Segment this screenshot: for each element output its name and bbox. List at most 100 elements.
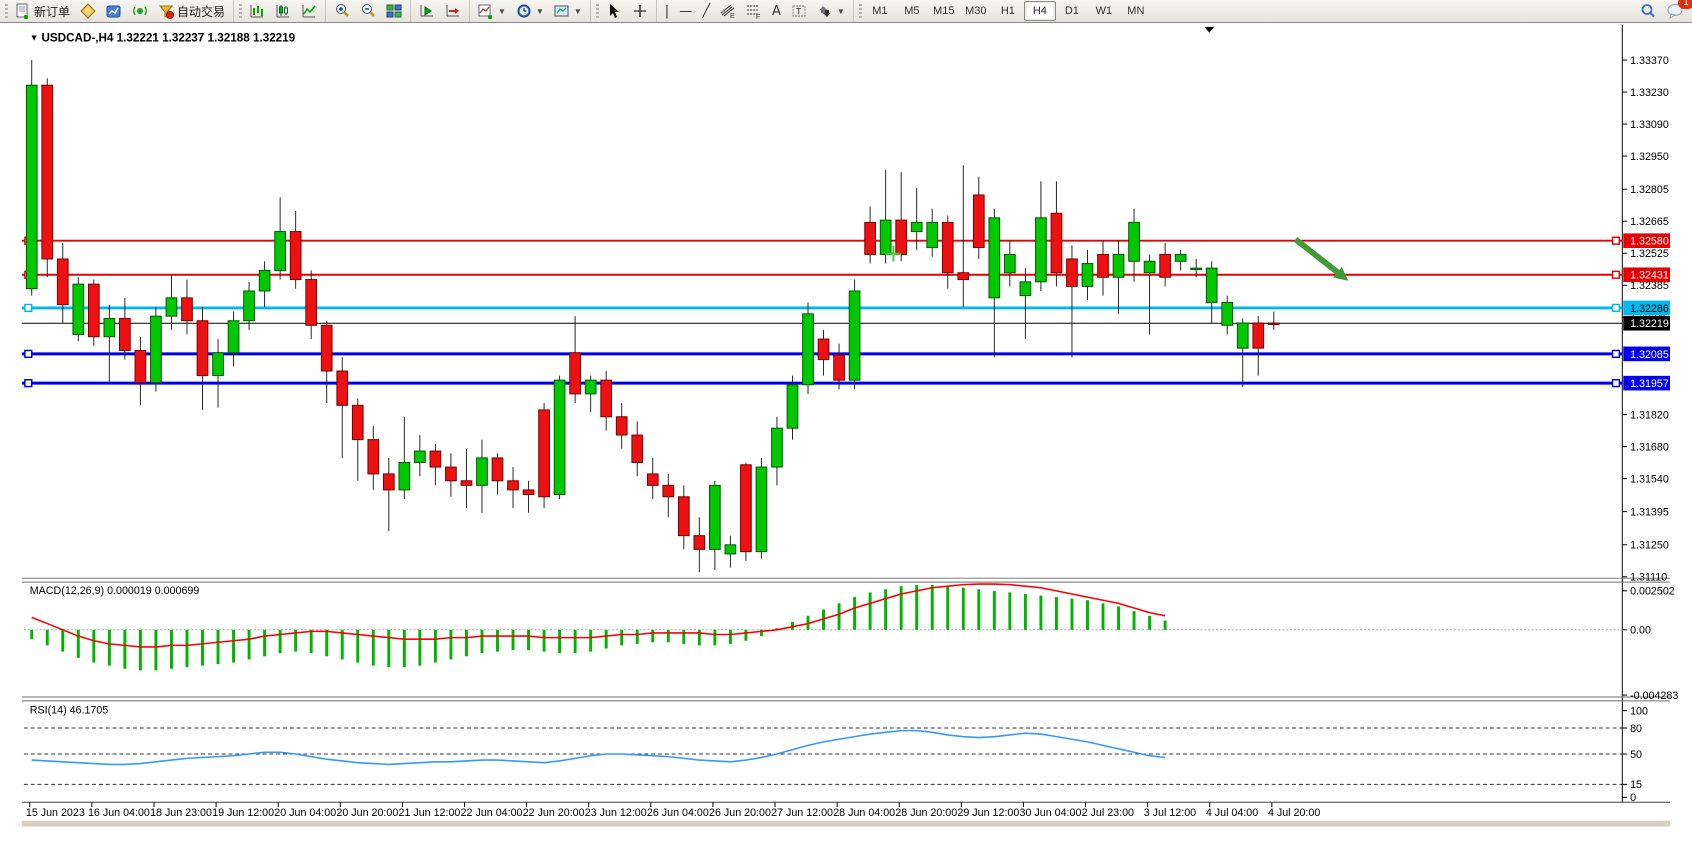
time-label: 2 Jul 23:00: [1082, 807, 1134, 819]
toolbar-group-timeframes: M1 M5 M15 M30 H1 H4 D1 W1 MN: [852, 0, 1155, 22]
text-button[interactable]: A: [767, 0, 786, 22]
autotrading-button[interactable]: 自动交易: [153, 0, 230, 22]
candle: [677, 485, 690, 550]
market-watch-button[interactable]: [101, 0, 127, 22]
timeframe-d1-button[interactable]: D1: [1064, 5, 1079, 17]
candle: [957, 165, 970, 308]
main-toolbar: 新订单 自动交易 ▼ ▼ ▼: [0, 0, 1692, 23]
price-tick-label: 1.32950: [1630, 151, 1669, 163]
fibonacci-button[interactable]: F: [741, 0, 767, 22]
vertical-line-icon: |: [664, 3, 670, 19]
signals-button[interactable]: [127, 0, 153, 22]
timeframe-h1-button[interactable]: H1: [1000, 5, 1015, 17]
time-label: 4 Jul 20:00: [1268, 807, 1320, 819]
candle: [165, 274, 178, 330]
templates-button[interactable]: ▼: [549, 0, 587, 22]
chevron-down-icon: ▼: [836, 6, 845, 16]
time-label: 16 Jun 04:00: [88, 807, 150, 819]
hline-anchor[interactable]: [1611, 349, 1621, 359]
price-badge: [1623, 233, 1671, 248]
horizontal-line-button[interactable]: —: [674, 0, 697, 22]
bottom-strip: [21, 820, 1671, 827]
new-order-icon: [15, 3, 31, 19]
candle: [600, 371, 613, 431]
market-watch-icon: [106, 3, 122, 19]
candlestick-chart-icon: [275, 3, 291, 19]
chart-shift-button[interactable]: [440, 0, 466, 22]
signals-icon: [132, 3, 148, 19]
bar-chart-icon: [249, 3, 265, 19]
hline-anchor[interactable]: [1611, 236, 1621, 245]
periods-button[interactable]: ▼: [511, 0, 549, 22]
cursor-button[interactable]: [601, 0, 627, 22]
hline-anchor[interactable]: [1611, 303, 1621, 313]
hline-anchor[interactable]: [24, 303, 33, 313]
indicators-button[interactable]: ▼: [473, 0, 511, 22]
timeframe-w1-button[interactable]: W1: [1095, 5, 1113, 17]
hline-anchor[interactable]: [1611, 270, 1621, 279]
macd-tick-label: 0.00: [1630, 625, 1651, 637]
toolbar-grip: [858, 4, 862, 18]
equidistant-channel-button[interactable]: E: [715, 0, 741, 22]
candle: [941, 215, 954, 289]
candle: [724, 535, 737, 568]
time-label: 18 Jun 23:00: [150, 807, 212, 819]
vertical-line-button[interactable]: |: [660, 0, 674, 22]
toolbar-group-zoom: [325, 0, 410, 22]
candle: [646, 457, 659, 500]
text-label-button[interactable]: T: [786, 0, 812, 22]
timeframe-m15-button[interactable]: M15: [933, 5, 955, 17]
candlestick-chart-button[interactable]: [270, 0, 296, 22]
line-chart-button[interactable]: [296, 0, 322, 22]
metaeditor-button[interactable]: [75, 0, 101, 22]
price-tick-label: 1.32805: [1630, 184, 1669, 196]
autotrading-label: 自动交易: [177, 4, 226, 19]
time-label: 21 Jun 12:00: [398, 807, 460, 819]
timeframe-mn-button[interactable]: MN: [1127, 5, 1145, 17]
candle: [507, 467, 519, 509]
svg-text:T: T: [796, 7, 802, 17]
chart-canvas[interactable]: 1.33370 1.33230 1.33090 1.32950 1.32805 1.326…: [0, 23, 1692, 847]
search-button[interactable]: [1635, 0, 1661, 22]
price-tick-label: 1.33370: [1630, 55, 1669, 67]
trend-arrow-icon[interactable]: [1293, 237, 1340, 275]
timeframe-m30-button[interactable]: M30: [965, 5, 987, 17]
rsi-tick-label: 15: [1630, 779, 1642, 791]
notification-count-badge: 1: [1678, 0, 1692, 9]
hline-anchor[interactable]: [24, 349, 33, 359]
trend-arrow-head-icon[interactable]: [1333, 266, 1349, 281]
bar-chart-button[interactable]: [244, 0, 270, 22]
candle: [786, 375, 799, 440]
crosshair-button[interactable]: [627, 0, 653, 22]
timeframe-m1-button[interactable]: M1: [872, 5, 888, 17]
time-label: 20 Jun 04:00: [274, 807, 336, 819]
candle: [196, 307, 209, 410]
cursor-arrow-icon: [606, 3, 622, 19]
timeframe-h4-button[interactable]: H4: [1023, 1, 1056, 21]
candle: [103, 304, 116, 383]
rsi-tick-label: 50: [1630, 749, 1642, 761]
time-label: 23 Jun 12:00: [585, 807, 647, 819]
chevron-down-icon: ▼: [535, 6, 544, 16]
notifications-button[interactable]: 1: [1661, 0, 1692, 22]
time-label: 26 Jun 20:00: [709, 807, 771, 819]
price-tick-label: 1.31820: [1630, 409, 1669, 421]
candle: [926, 208, 939, 257]
hline-anchor[interactable]: [24, 379, 33, 388]
zoom-in-button[interactable]: [329, 0, 355, 22]
candle: [150, 307, 162, 392]
arrows-button[interactable]: ▼: [812, 0, 850, 22]
auto-scroll-button[interactable]: [414, 0, 440, 22]
candle: [491, 453, 504, 495]
macd-tick-label: -0.004283: [1630, 690, 1678, 702]
candle: [755, 457, 768, 559]
candle: [802, 302, 814, 394]
macd-signal-line: [31, 583, 1166, 648]
candle: [615, 403, 628, 449]
zoom-out-button[interactable]: [355, 0, 381, 22]
timeframe-m5-button[interactable]: M5: [904, 5, 920, 17]
new-order-button[interactable]: 新订单: [10, 0, 75, 22]
trendline-button[interactable]: ╱: [697, 0, 715, 22]
tile-windows-button[interactable]: [381, 0, 407, 22]
hline-anchor[interactable]: [1611, 379, 1621, 388]
